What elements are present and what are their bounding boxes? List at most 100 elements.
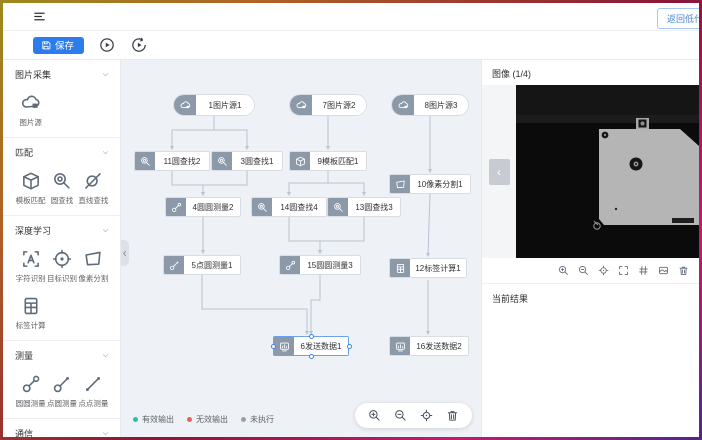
flow-node[interactable]: 12标签计算1 [389, 258, 467, 278]
flow-canvas[interactable]: 1图片源1 7图片源2 8图片源3 11圆查找2 3圆查找1 9模板匹配1 10像素分割1 4… [121, 60, 481, 437]
sidebar-section-header[interactable]: 图片采集 [15, 68, 110, 81]
zoom-out-icon[interactable] [394, 409, 407, 422]
save-label: 保存 [55, 41, 75, 52]
flow-node-label: 11圆查找2 [155, 152, 209, 170]
chevron-down-icon [101, 351, 110, 360]
measure2-icon [52, 374, 72, 394]
legend-dot [133, 417, 138, 422]
sidebar-item-char-recognition[interactable]: 字符识别 [15, 249, 46, 284]
sidebar-section-match: 匹配模板匹配 圆查找 直线查找 [3, 138, 120, 216]
run-once-button[interactable] [98, 36, 116, 54]
flow-node[interactable]: 7图片源2 [289, 94, 367, 116]
locate-icon[interactable] [420, 409, 433, 422]
zoom-in-icon[interactable] [368, 409, 381, 422]
sidebar-section-header[interactable]: 通信 [15, 427, 110, 437]
sidebar-section-header[interactable]: 测量 [15, 349, 110, 362]
flow-node-label: 5点圆测量1 [184, 256, 240, 274]
sidebar-section-header[interactable]: 深度学习 [15, 224, 110, 237]
flow-node[interactable]: 8图片源3 [391, 94, 469, 116]
flow-edges [170, 116, 432, 335]
sidebar-item-point-circle-measure[interactable]: 点圆测量 [46, 374, 77, 409]
find-circle-icon [52, 171, 72, 191]
fullscreen-icon[interactable] [618, 265, 629, 276]
viewer-nav-strip: ‹ [482, 85, 516, 258]
sidebar-item-label-calculation[interactable]: 标签计算 [15, 296, 46, 331]
app-window: 返回低代 保存 图片采集图片源匹配模板匹配圆查找直线查找深度学习字符识别目标识别… [3, 3, 699, 437]
grid-icon[interactable] [638, 265, 649, 276]
flow-node[interactable]: 16发送数据2 [389, 336, 469, 356]
sidebar-section-header[interactable]: 匹配 [15, 146, 110, 159]
measure2-icon [164, 256, 184, 274]
sidebar-section-title: 测量 [15, 351, 34, 361]
sidebar-items: 图片源 [15, 93, 110, 128]
locate-icon[interactable] [598, 265, 609, 276]
sidebar-items: 字符识别 目标识别 像素分割标签计算 [15, 249, 110, 331]
flow-node-label: 12标签计算1 [410, 259, 466, 277]
menu-icon[interactable] [33, 10, 46, 23]
flow-node-label: 14圆查找4 [272, 198, 326, 216]
sidebar-item-template-match[interactable]: 模板匹配 [15, 171, 46, 206]
sidebar-item-label: 图片源 [19, 118, 42, 127]
flow-node[interactable]: 5点圆测量1 [163, 255, 241, 275]
segment-icon [390, 175, 410, 193]
selection-handle[interactable] [347, 344, 352, 349]
sidebar-item-image-source[interactable]: 图片源 [15, 93, 46, 128]
flow-node[interactable]: 4圆圆测量2 [165, 197, 241, 217]
sidebar-item-label: 圆查找 [50, 196, 74, 205]
cube-icon [290, 152, 310, 170]
ocr-icon [21, 249, 41, 269]
selection-handle[interactable] [271, 344, 276, 349]
flow-node[interactable]: 1图片源1 [173, 94, 255, 116]
send-icon [390, 337, 410, 355]
sidebar-item-label: 模板匹配 [15, 196, 46, 205]
sidebar-section-title: 通信 [15, 429, 34, 437]
flow-node[interactable]: 6发送数据1 [271, 334, 352, 359]
sidebar-collapse-handle[interactable] [121, 240, 129, 266]
flow-node-label: 16发送数据2 [410, 337, 468, 355]
selection-handle[interactable] [309, 334, 314, 339]
flow-node-label: 10像素分割1 [410, 175, 470, 193]
flow-node[interactable]: 13圆查找3 [327, 197, 401, 217]
tool-sidebar: 图片采集图片源匹配模板匹配 圆查找 直线查找深度学习字符识别 目标识别 像素分割标签计算… [3, 60, 121, 437]
legend-label: 未执行 [250, 415, 274, 424]
image-viewer: ‹ [482, 85, 699, 258]
sidebar-item-pixel-segmentation[interactable]: 像素分割 [78, 249, 109, 284]
sidebar-items: 模板匹配 圆查找 直线查找 [15, 171, 110, 206]
flow-node[interactable]: 3圆查找1 [211, 151, 283, 171]
save-button[interactable]: 保存 [33, 36, 85, 54]
sidebar-item-circle-circle-measure[interactable]: 圆圆测量 [15, 374, 46, 409]
delete-icon[interactable] [678, 265, 689, 276]
delete-icon[interactable] [446, 409, 459, 422]
cloud-icon [174, 95, 196, 115]
image-panel-title: 图像 (1/4) [492, 69, 532, 79]
flow-node[interactable]: 11圆查找2 [134, 151, 210, 171]
flow-node[interactable]: 14圆查找4 [251, 197, 327, 217]
flow-node[interactable]: 15圆圆测量3 [279, 255, 361, 275]
zoom-in-icon[interactable] [558, 265, 569, 276]
flow-node-label: 6发送数据1 [294, 337, 348, 355]
find-circle-icon [252, 198, 272, 216]
flow-node-label: 4圆圆测量2 [186, 198, 240, 216]
chevron-down-icon [101, 148, 110, 157]
zoom-out-icon[interactable] [578, 265, 589, 276]
snapshot-icon[interactable] [658, 265, 669, 276]
legend-dot [187, 417, 192, 422]
legend-item: 未执行 [241, 414, 274, 425]
flow-node[interactable]: 9模板匹配1 [289, 151, 367, 171]
cloud-icon [21, 93, 41, 113]
sidebar-item-point-point-measure[interactable]: 点点测量 [78, 374, 109, 409]
prev-image-button[interactable]: ‹ [488, 158, 510, 185]
sidebar-item-object-recognition[interactable]: 目标识别 [46, 249, 77, 284]
sidebar-item-line-find[interactable]: 直线查找 [78, 171, 109, 206]
run-loop-button[interactable] [130, 36, 148, 54]
segment-icon [83, 249, 103, 269]
selection-handle[interactable] [309, 354, 314, 359]
main-content: 图片采集图片源匹配模板匹配 圆查找 直线查找深度学习字符识别 目标识别 像素分割标签计算… [3, 60, 699, 437]
legend-label: 无效输出 [196, 415, 228, 424]
sidebar-item-circle-find[interactable]: 圆查找 [46, 171, 77, 206]
back-to-lowcode-button[interactable]: 返回低代 [656, 8, 699, 29]
flow-node-label: 15圆圆测量3 [300, 256, 360, 274]
chevron-down-icon [101, 226, 110, 235]
flow-node[interactable]: 10像素分割1 [389, 174, 471, 194]
